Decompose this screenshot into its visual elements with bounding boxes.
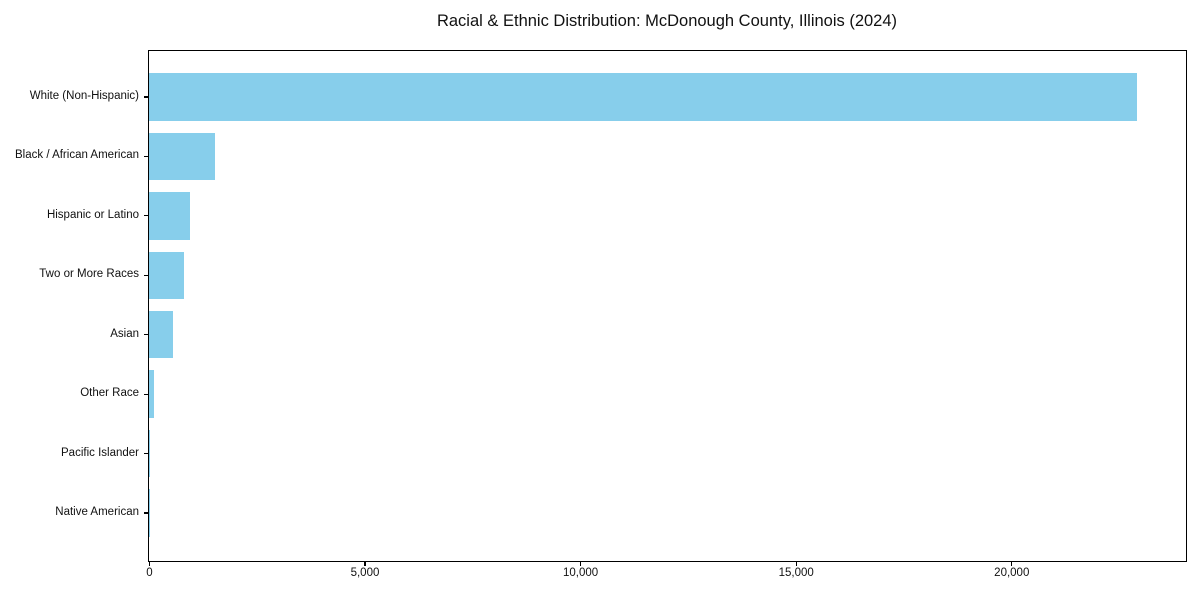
y-tick-label: Black / African American	[15, 149, 139, 162]
y-tick-mark	[143, 215, 148, 217]
bar-other-race	[149, 370, 154, 418]
y-tick-mark	[143, 393, 148, 395]
bar-two-or-more-races	[149, 251, 185, 300]
bar-hispanic-or-latino	[149, 192, 190, 240]
bar-black-african-american	[149, 132, 215, 181]
x-tick-mark	[1011, 561, 1013, 566]
y-tick-mark	[143, 274, 148, 276]
y-tick-mark	[143, 155, 148, 157]
x-tick-label: 20,000	[994, 567, 1030, 579]
y-tick-label: Two or More Races	[39, 268, 139, 281]
plot-area	[148, 50, 1187, 562]
x-tick-label: 10,000	[562, 567, 599, 579]
x-tick-mark	[148, 561, 150, 566]
bar-asian	[149, 310, 173, 359]
y-tick-mark	[143, 334, 148, 336]
x-tick-mark	[795, 561, 797, 566]
x-tick-label: 5,000	[350, 567, 380, 579]
y-tick-mark	[143, 453, 148, 455]
y-tick-label: Other Race	[80, 387, 139, 400]
x-tick-label: 15,000	[778, 567, 814, 579]
x-tick-mark	[579, 561, 582, 566]
x-tick-label: 0	[146, 567, 153, 579]
y-tick-label: White (Non-Hispanic)	[29, 89, 139, 102]
y-tick-label: Hispanic or Latino	[46, 208, 139, 221]
y-tick-label: Asian	[110, 327, 139, 340]
y-tick-label: Pacific Islander	[61, 446, 139, 459]
bar-pacific-islander	[149, 429, 151, 478]
chart-title: Racial & Ethnic Distribution: McDonough …	[436, 12, 898, 30]
y-tick-label: Native American	[55, 506, 139, 519]
y-tick-mark	[143, 96, 148, 98]
bar-white-non-hispanic	[149, 73, 1137, 121]
y-tick-mark	[143, 512, 148, 514]
x-tick-mark	[364, 561, 366, 566]
